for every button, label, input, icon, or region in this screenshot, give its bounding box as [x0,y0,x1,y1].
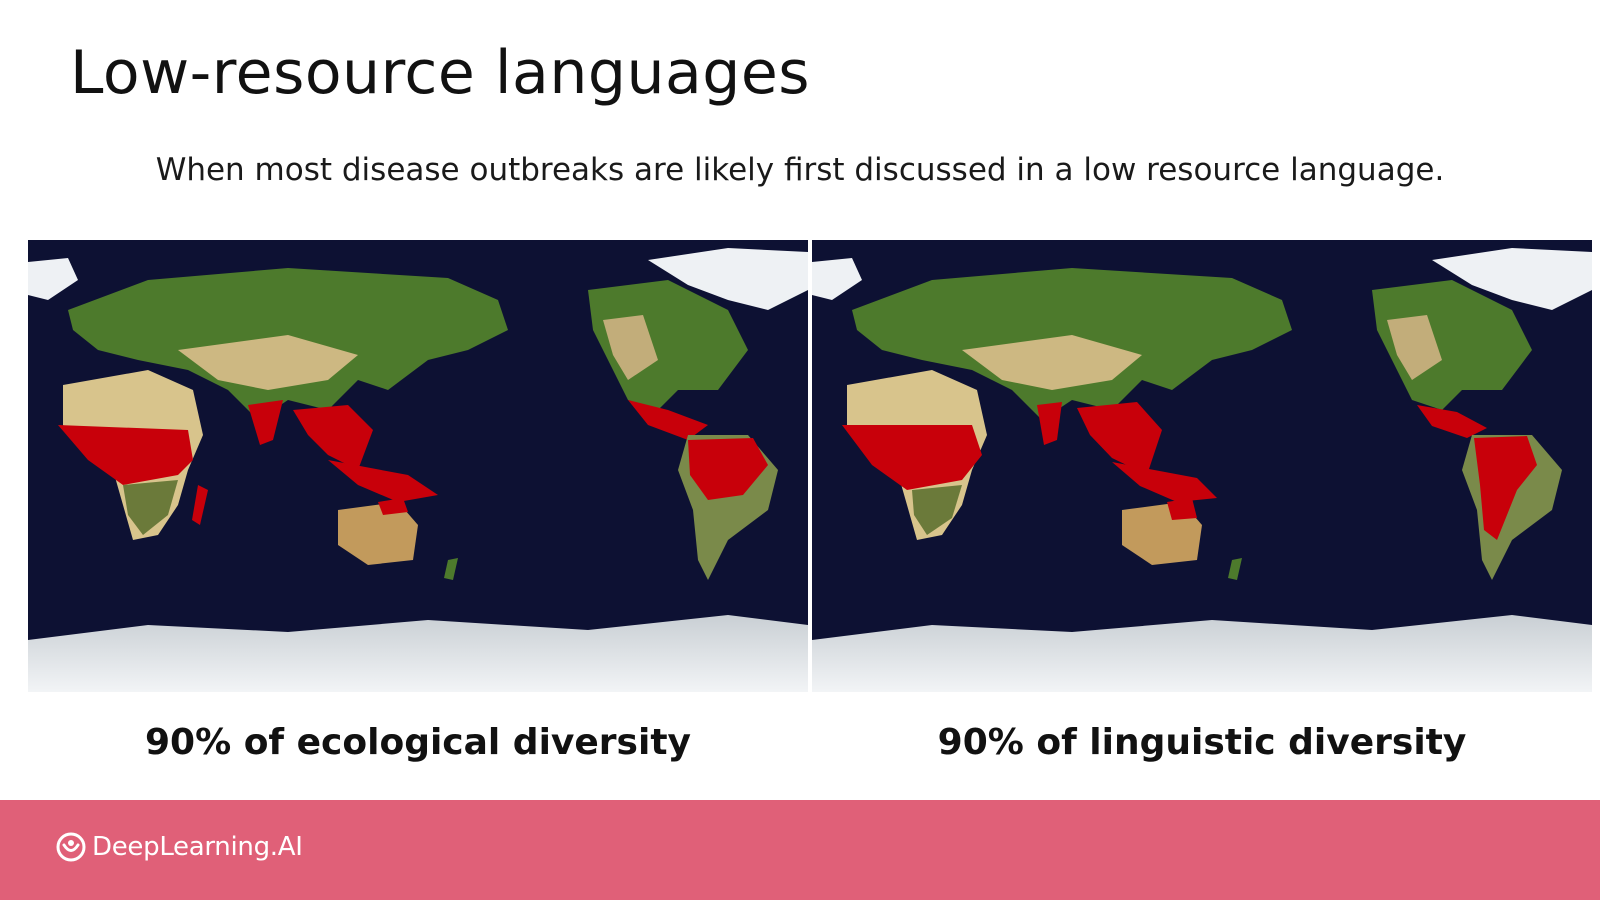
brand-name: DeepLearning.AI [92,832,303,862]
linguistic-diversity-map [812,240,1592,692]
slide-title: Low-resource languages [70,38,810,108]
footer-bar: DeepLearning.AI [0,800,1600,900]
linguistic-diversity-caption: 90% of linguistic diversity [937,722,1467,763]
world-map-image [28,240,808,692]
slide-subtitle: When most disease outbreaks are likely f… [155,152,1445,188]
ecological-diversity-map [28,240,808,692]
ecological-diversity-caption: 90% of ecological diversity [145,722,691,763]
brand-logo: DeepLearning.AI [56,832,303,862]
deeplearning-logo-icon [56,832,86,862]
world-map-image [812,240,1592,692]
